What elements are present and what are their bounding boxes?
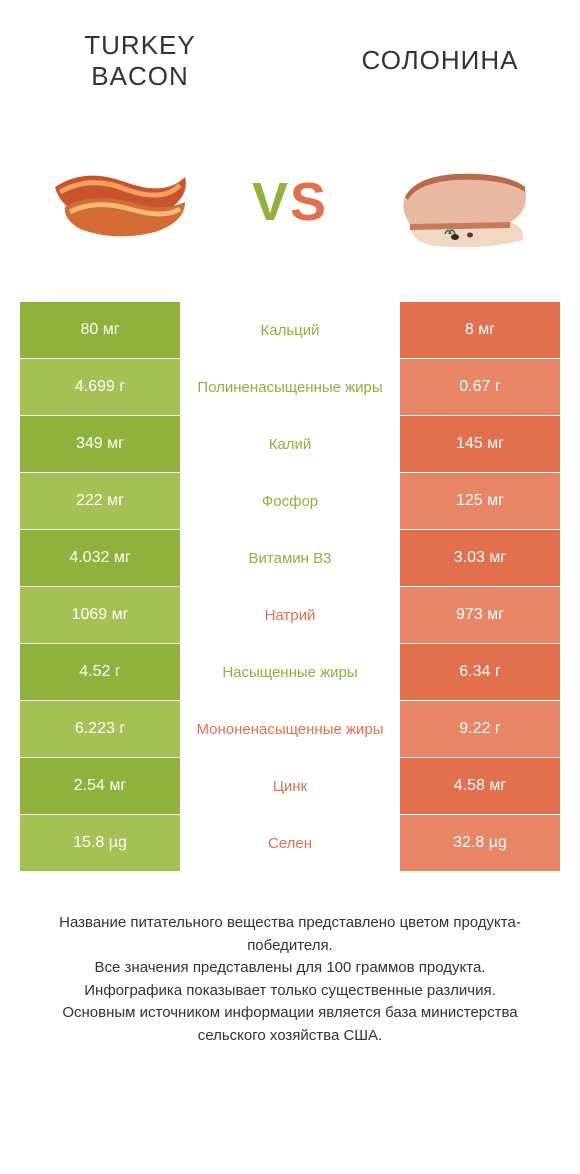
left-value: 15.8 µg <box>20 815 180 871</box>
vs-s: S <box>290 172 328 232</box>
nutrient-label: Натрий <box>180 587 400 643</box>
right-value: 3.03 мг <box>400 530 560 586</box>
nutrient-label: Мононенасыщенные жиры <box>180 701 400 757</box>
footer-notes: Название питательного вещества представл… <box>0 872 580 1047</box>
table-row: 1069 мгНатрий973 мг <box>20 587 560 643</box>
left-title-line1: TURKEY <box>40 30 240 61</box>
left-title-line2: BACON <box>40 61 240 92</box>
nutrient-label: Витамин B3 <box>180 530 400 586</box>
right-value: 32.8 µg <box>400 815 560 871</box>
footer-line1: Название питательного вещества представл… <box>30 912 550 957</box>
right-value: 4.58 мг <box>400 758 560 814</box>
left-value: 4.032 мг <box>20 530 180 586</box>
nutrient-label: Насыщенные жиры <box>180 644 400 700</box>
footer-line2: Все значения представлены для 100 граммо… <box>30 957 550 980</box>
vs-v: V <box>252 172 290 232</box>
table-row: 4.032 мгВитамин B33.03 мг <box>20 530 560 586</box>
right-value: 0.67 г <box>400 359 560 415</box>
left-value: 2.54 мг <box>20 758 180 814</box>
right-value: 6.34 г <box>400 644 560 700</box>
right-value: 8 мг <box>400 302 560 358</box>
nutrient-label: Кальций <box>180 302 400 358</box>
table-row: 222 мгФосфор125 мг <box>20 473 560 529</box>
right-value: 125 мг <box>400 473 560 529</box>
table-row: 15.8 µgСелен32.8 µg <box>20 815 560 871</box>
table-row: 80 мгКальций8 мг <box>20 302 560 358</box>
table-row: 2.54 мгЦинк4.58 мг <box>20 758 560 814</box>
vs-row: VS <box>0 102 580 302</box>
comparison-table: 80 мгКальций8 мг4.699 гПолиненасыщенные … <box>0 302 580 871</box>
left-value: 1069 мг <box>20 587 180 643</box>
left-value: 80 мг <box>20 302 180 358</box>
left-value: 4.699 г <box>20 359 180 415</box>
salt-pork-image <box>370 142 550 262</box>
table-row: 4.699 гПолиненасыщенные жиры0.67 г <box>20 359 560 415</box>
left-value: 4.52 г <box>20 644 180 700</box>
left-value: 6.223 г <box>20 701 180 757</box>
table-row: 349 мгКалий145 мг <box>20 416 560 472</box>
right-value: 973 мг <box>400 587 560 643</box>
left-value: 349 мг <box>20 416 180 472</box>
nutrient-label: Полиненасыщенные жиры <box>180 359 400 415</box>
footer-line3: Инфографика показывает только существенн… <box>30 980 550 1003</box>
nutrient-label: Калий <box>180 416 400 472</box>
right-product-title: СОЛОНИНА <box>340 45 540 76</box>
vs-label: VS <box>252 171 328 233</box>
left-value: 222 мг <box>20 473 180 529</box>
header: TURKEY BACON СОЛОНИНА <box>0 0 580 102</box>
footer-line4: Основным источником информации является … <box>30 1002 550 1047</box>
left-product-title: TURKEY BACON <box>40 30 240 92</box>
nutrient-label: Фосфор <box>180 473 400 529</box>
table-row: 4.52 гНасыщенные жиры6.34 г <box>20 644 560 700</box>
turkey-bacon-image <box>30 142 210 262</box>
nutrient-label: Селен <box>180 815 400 871</box>
table-row: 6.223 гМононенасыщенные жиры9.22 г <box>20 701 560 757</box>
right-value: 9.22 г <box>400 701 560 757</box>
nutrient-label: Цинк <box>180 758 400 814</box>
right-value: 145 мг <box>400 416 560 472</box>
